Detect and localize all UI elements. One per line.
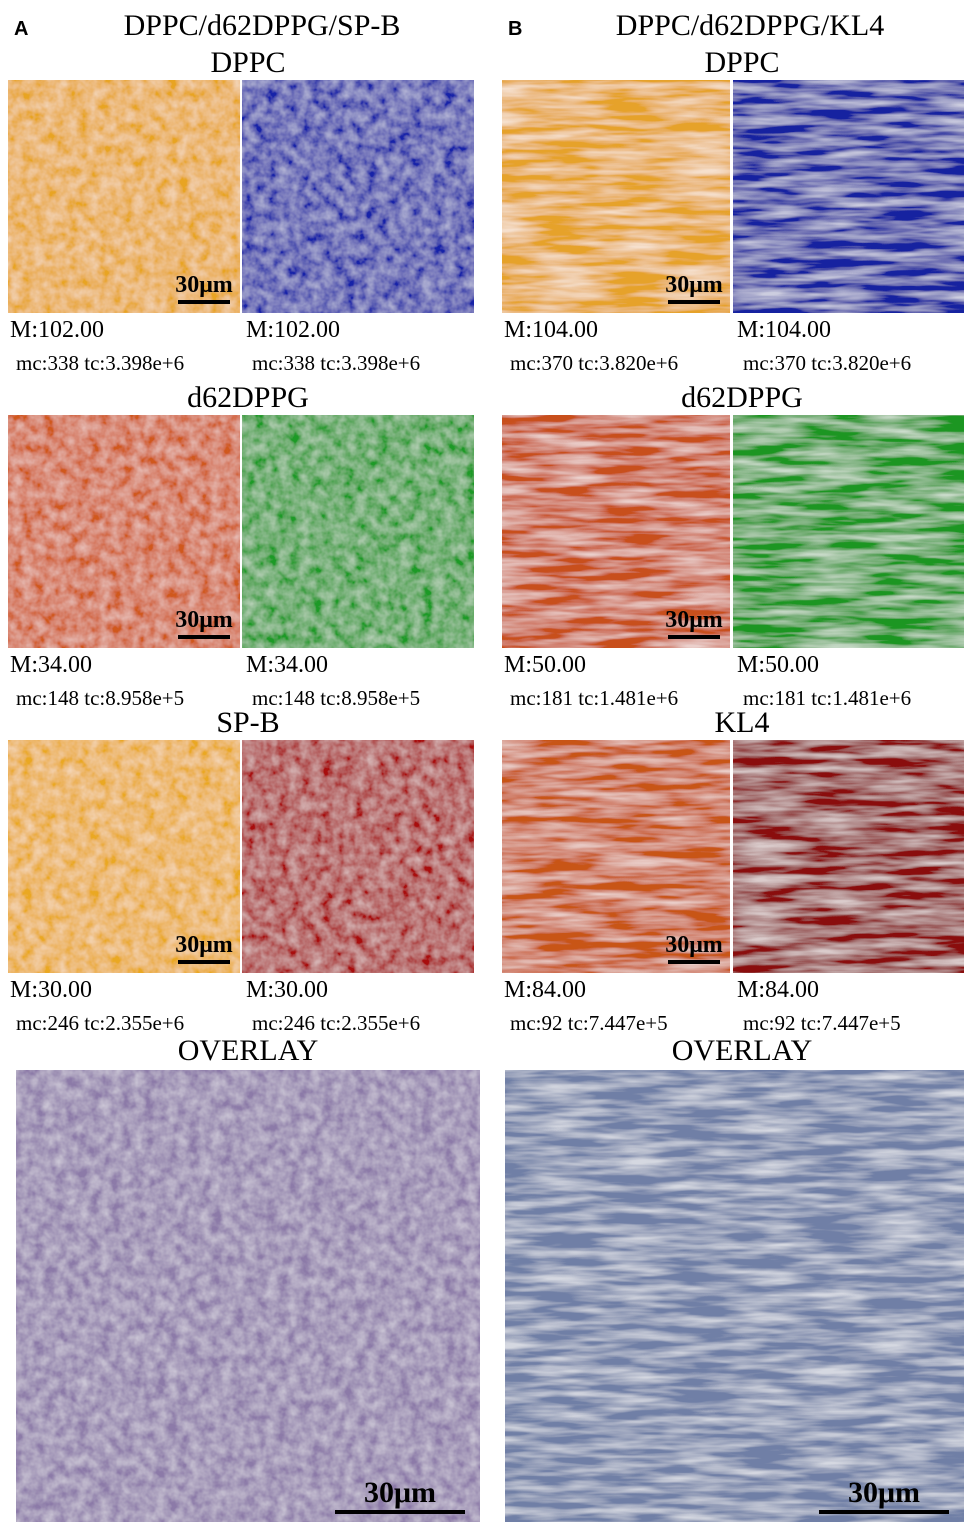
image-right — [733, 80, 964, 313]
max-label: M:30.00 — [10, 977, 92, 1003]
scale-label: 30μm — [175, 272, 233, 298]
image-left — [8, 740, 240, 973]
panel-letter: A — [14, 18, 28, 40]
channel-label: DPPC — [704, 46, 779, 79]
overlay-image — [16, 1070, 480, 1522]
image-right — [733, 740, 964, 973]
panel-title: DPPC/d62DPPG/KL4 — [616, 9, 884, 42]
max-label: M:50.00 — [737, 652, 819, 678]
overlay-label: OVERLAY — [672, 1034, 813, 1067]
panel-title: DPPC/d62DPPG/SP-B — [124, 9, 401, 42]
image-right — [242, 80, 474, 313]
scale-label: 30μm — [665, 272, 723, 298]
counts-label: mc:246 tc:2.355e+6 — [16, 1011, 184, 1035]
max-label: M:34.00 — [246, 652, 328, 678]
channel-label: DPPC — [210, 46, 285, 79]
max-label: M:34.00 — [10, 652, 92, 678]
overlay-image — [505, 1070, 964, 1522]
channel-label: d62DPPG — [187, 381, 309, 414]
scale-label: 30μm — [848, 1476, 920, 1509]
image-right — [242, 415, 474, 648]
channel-label: KL4 — [715, 706, 770, 739]
counts-label: mc:181 tc:1.481e+6 — [510, 686, 678, 710]
counts-label: mc:370 tc:3.820e+6 — [743, 351, 911, 375]
channel-label: SP-B — [216, 706, 279, 739]
image-right — [242, 740, 474, 973]
max-label: M:30.00 — [246, 977, 328, 1003]
overlay-label: OVERLAY — [178, 1034, 319, 1067]
max-label: M:104.00 — [737, 317, 831, 343]
scale-label: 30μm — [175, 607, 233, 633]
image-left — [502, 740, 730, 973]
image-left — [502, 415, 730, 648]
max-label: M:102.00 — [246, 317, 340, 343]
counts-label: mc:338 tc:3.398e+6 — [252, 351, 420, 375]
image-right — [733, 415, 964, 648]
counts-label: mc:92 tc:7.447e+5 — [510, 1011, 668, 1035]
max-label: M:102.00 — [10, 317, 104, 343]
scale-label: 30μm — [364, 1476, 436, 1509]
counts-label: mc:246 tc:2.355e+6 — [252, 1011, 420, 1035]
counts-label: mc:181 tc:1.481e+6 — [743, 686, 911, 710]
max-label: M:50.00 — [504, 652, 586, 678]
panel-letter: B — [508, 18, 522, 40]
image-left — [502, 80, 730, 313]
max-label: M:84.00 — [737, 977, 819, 1003]
scale-label: 30μm — [175, 932, 233, 958]
channel-label: d62DPPG — [681, 381, 803, 414]
counts-label: mc:148 tc:8.958e+5 — [252, 686, 420, 710]
counts-label: mc:338 tc:3.398e+6 — [16, 351, 184, 375]
image-left — [8, 80, 240, 313]
counts-label: mc:148 tc:8.958e+5 — [16, 686, 184, 710]
max-label: M:104.00 — [504, 317, 598, 343]
image-left — [8, 415, 240, 648]
scale-label: 30μm — [665, 932, 723, 958]
counts-label: mc:370 tc:3.820e+6 — [510, 351, 678, 375]
max-label: M:84.00 — [504, 977, 586, 1003]
scale-label: 30μm — [665, 607, 723, 633]
counts-label: mc:92 tc:7.447e+5 — [743, 1011, 901, 1035]
